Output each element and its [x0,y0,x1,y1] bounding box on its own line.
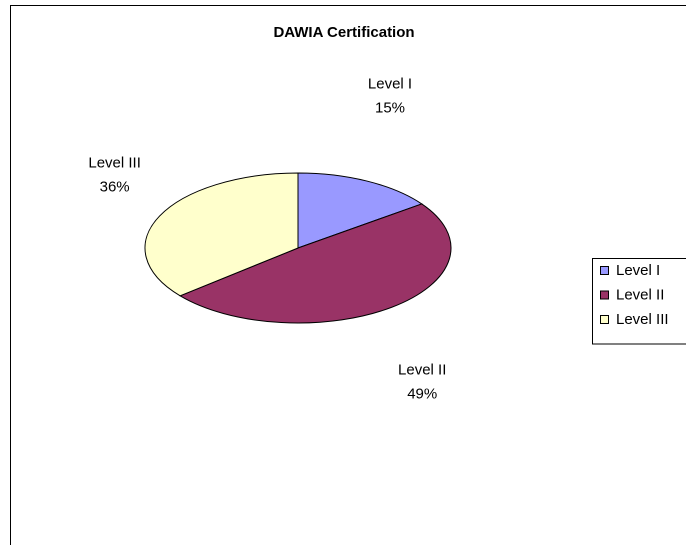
legend-swatch [600,290,609,300]
slice-label-name: Level II [398,361,446,378]
slice-label-value: 15% [375,99,405,116]
legend-swatch [600,266,609,275]
legend-label: Level II [616,286,664,303]
slice-label-name: Level I [368,75,412,92]
pie-slice [144,172,299,297]
pie-slice [297,172,423,249]
slice-label-name: Level III [88,155,141,172]
legend-label: Level III [616,311,669,328]
chart-title: DAWIA Certification [273,24,414,41]
legend-box [592,258,686,345]
pie-slice [178,203,452,324]
legend-swatch [600,315,609,324]
legend-label: Level I [616,262,660,279]
slice-label-value: 36% [100,179,130,196]
slice-label-value: 49% [407,385,437,402]
